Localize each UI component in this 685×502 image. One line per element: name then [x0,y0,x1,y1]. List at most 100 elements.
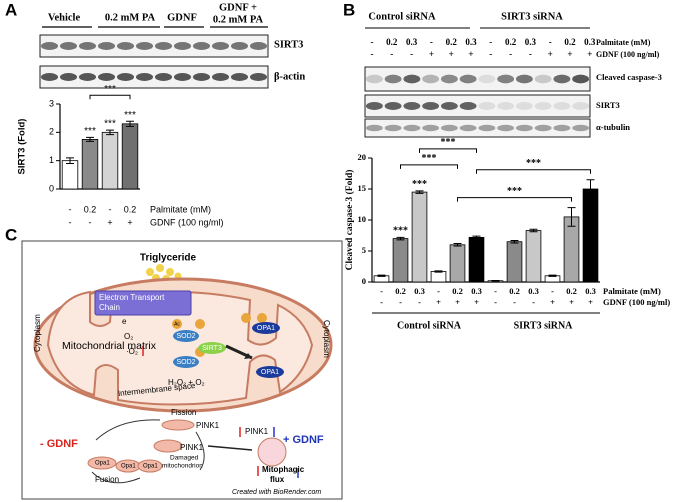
diagram-label: Triglyceride [140,253,197,264]
row-label: GDNF (100 ng/ml) [596,50,660,59]
diagram-label: PINK1 [245,427,269,436]
x-tick-label: 0.2 [509,286,520,296]
diagram-label: Mitochondrial matrix [62,340,157,352]
blot-band [403,102,421,110]
error-bar [453,243,462,247]
blot-band [135,73,154,81]
error-bar [491,279,500,282]
blot-band [572,102,590,110]
diagram-label: OPA1 [257,325,275,332]
diagram-label: + GDNF [283,434,324,446]
blot-band [534,74,552,84]
diagram-label: Fusion [95,475,119,484]
lane-label: + [429,49,434,59]
blot-band [440,74,458,84]
blot-band [135,42,154,50]
error-bar [586,179,595,199]
blot-band [78,73,97,81]
bar [61,160,79,190]
y-tick-label: 15 [358,183,367,193]
x-tick-label: + [569,297,574,307]
blot-label: Cleaved caspase-3 [596,72,662,82]
blot-band [78,42,97,50]
blot-band [422,74,440,84]
x-tick-label: - [494,286,497,296]
blot-band [403,124,421,132]
blot-band [116,73,135,81]
y-tick-label: 10 [358,214,367,224]
bar [81,139,99,190]
x-tick-label: 0.2 [84,204,97,214]
x-tick-label: - [418,297,421,307]
significance: *** [422,153,437,164]
blot-band [384,74,402,84]
blot-band [173,73,192,81]
error-bar [434,270,443,273]
x-tick-label: - [532,297,535,307]
blot-band [249,42,268,50]
lane-label: + [548,49,553,59]
diagram-label: PINK1 [180,443,204,452]
y-axis-label: Cleaved caspase-3 (Fold) [344,170,355,271]
error-bar [66,157,74,164]
error-bar [548,274,557,277]
arrowhead [244,353,252,359]
x-row-label: GDNF (100 ng/ml) [603,297,670,307]
lane-label: - [489,37,492,47]
lane-label: - [410,49,413,59]
x-tick-label: + [455,297,460,307]
diagram-label: Damaged [170,455,199,462]
blot [364,94,591,118]
blot-band [515,102,533,110]
panel-label: A [5,0,17,19]
lane-label: 0.2 [564,37,576,47]
row-label: Palmitate (mM) [596,38,651,47]
opa1 [252,322,280,334]
blot-band [459,74,477,84]
blot-band [59,42,78,50]
lane-label: + [587,49,592,59]
y-tick-label: 5 [362,245,366,255]
blot-label: SIRT3 [274,39,303,50]
blot-band [440,124,458,132]
mito-small [87,456,117,470]
blot-band [515,124,533,132]
diagram-label: Opa1 [95,461,110,467]
blot-band [154,42,173,50]
diagram-label: e [122,317,127,326]
lane-label: - [371,49,374,59]
bar [506,241,523,283]
bar [449,244,466,283]
significance: *** [412,179,427,190]
diagram-label: ·O₂ [126,347,138,356]
x-tick-label: 0.3 [585,286,596,296]
x-row-label: GDNF (100 ng/ml) [150,217,224,227]
significance: *** [526,158,541,169]
blot [39,34,269,58]
error-bar [126,120,134,127]
x-tick-label: - [551,286,554,296]
y-tick-label: 3 [49,98,54,108]
significance: *** [104,119,116,130]
blot-band [403,74,421,84]
blot-band [154,73,173,81]
autophagosome [257,437,287,467]
blot-band [365,102,383,110]
diagram-label: Fission [171,408,196,417]
x-tick-label: 0.2 [566,286,577,296]
lane-label: 0.3 [465,37,477,47]
x-tick-label: 0.2 [395,286,406,296]
error-bar [106,129,114,136]
bracket [457,197,572,202]
blot-band [365,74,383,84]
blot-band [497,74,515,84]
blot-band [40,73,59,81]
y-tick-label: 0 [362,276,366,286]
diagram-label: Chain [99,303,120,312]
blot-band [40,42,59,50]
lane-label: 0.2 [386,37,398,47]
lane-label: - [509,49,512,59]
blot-label: β-actin [274,71,305,82]
diagram-label: SOD2 [176,359,195,366]
diagram-label: H₂O₂ + O₂ [168,378,205,387]
